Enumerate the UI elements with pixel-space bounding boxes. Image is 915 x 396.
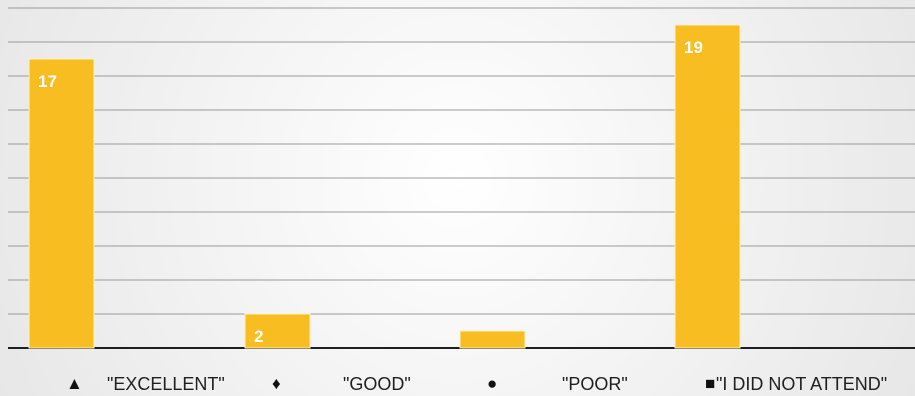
triangle-icon: ▲ bbox=[66, 374, 83, 393]
legend-label-good: "GOOD" bbox=[343, 374, 411, 394]
bar bbox=[244, 313, 311, 349]
bar bbox=[459, 330, 526, 349]
legend-label-did-not-attend: "I DID NOT ATTEND" bbox=[716, 374, 888, 394]
bar bbox=[28, 58, 95, 349]
circle-icon: ● bbox=[487, 374, 498, 393]
data-label: 17 bbox=[38, 72, 57, 91]
square-icon: ■ bbox=[705, 374, 716, 393]
diamond-icon: ♦ bbox=[272, 374, 281, 393]
data-label: 19 bbox=[684, 38, 703, 57]
data-label: 2 bbox=[254, 327, 263, 346]
chart-legend: ▲ "EXCELLENT" ♦ "GOOD" ● "POOR" ■ "I DID… bbox=[0, 372, 915, 396]
legend-label-poor: "POOR" bbox=[562, 374, 628, 394]
legend-label-excellent: "EXCELLENT" bbox=[107, 374, 225, 394]
bar bbox=[674, 24, 741, 349]
